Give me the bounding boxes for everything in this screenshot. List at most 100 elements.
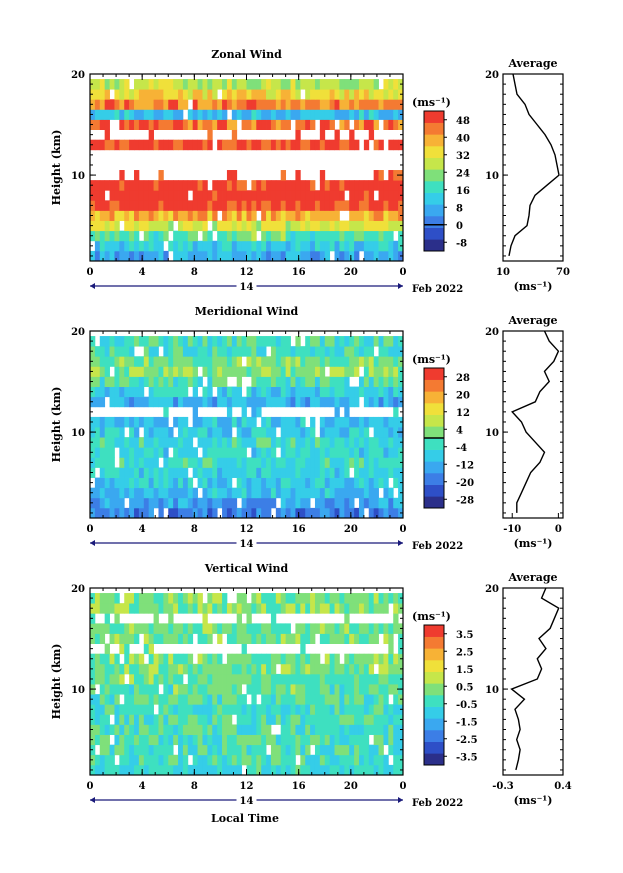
heatmap-cell (187, 477, 194, 489)
heatmap-cell (124, 89, 130, 100)
heatmap-cell (251, 180, 257, 191)
heatmap-cell (329, 603, 335, 614)
heatmap-cell (182, 487, 189, 499)
heatmap-cell (104, 704, 110, 715)
heatmap-cell (124, 704, 130, 715)
heatmap-cell (187, 653, 194, 665)
heatmap-cell (178, 139, 184, 151)
heatmap-cell (275, 487, 282, 499)
heatmap-cell (329, 190, 335, 201)
colorbar-swatch (424, 636, 444, 649)
heatmap-cell (143, 356, 150, 367)
heatmap-cell (212, 714, 218, 725)
heatmap-cell (197, 79, 203, 90)
heatmap-cell (192, 220, 198, 232)
heatmap-cell (373, 593, 379, 604)
heatmap-cell (143, 336, 150, 347)
heatmap-cell (114, 366, 120, 377)
heatmap-cell (104, 109, 110, 120)
heatmap-cell (373, 386, 379, 398)
heatmap-cell (290, 497, 296, 509)
heatmap-cell (310, 633, 316, 644)
heatmap-cell (241, 754, 247, 766)
heatmap-cell (349, 180, 355, 191)
heatmap-cell (300, 447, 306, 458)
heatmap-cell (153, 603, 159, 614)
heatmap-cell (124, 724, 130, 735)
heatmap-cell (363, 119, 370, 130)
heatmap-cell (134, 99, 140, 110)
heatmap-cell (300, 744, 306, 756)
heatmap-cell (329, 673, 335, 685)
heatmap-cell (182, 704, 189, 715)
heatmap-cell (349, 386, 355, 398)
heatmap-cell (148, 240, 154, 252)
heatmap-cell (285, 507, 291, 519)
colorbar-tick-label: -4 (456, 443, 467, 454)
heatmap-cell (197, 467, 203, 478)
heatmap-cell (378, 704, 384, 715)
heatmap-cell (202, 396, 208, 408)
heatmap-cell (236, 386, 243, 398)
heatmap-cell (158, 487, 164, 499)
heatmap-cell (266, 437, 272, 448)
heatmap-cell (134, 487, 140, 499)
heatmap-cell (270, 593, 277, 604)
heatmap-cell (231, 457, 238, 468)
heatmap-cell (178, 447, 184, 458)
heatmap-cell (187, 139, 194, 151)
heatmap-cell (168, 336, 174, 347)
heatmap-cell (173, 447, 179, 458)
heatmap-cell (378, 497, 384, 509)
heatmap-cell (226, 653, 233, 665)
heatmap-cell (305, 623, 311, 634)
heatmap-cell (124, 336, 130, 347)
heatmap-cell (212, 119, 218, 130)
heatmap-cell (305, 694, 311, 705)
heatmap-cell (182, 764, 189, 776)
heatmap-cell (280, 507, 287, 519)
heatmap-cell (329, 437, 335, 448)
heatmap-cell (114, 673, 120, 685)
heatmap-cell (182, 467, 189, 478)
heatmap-cell (319, 507, 326, 519)
heatmap-cell (339, 714, 345, 725)
heatmap-cell (310, 447, 316, 458)
heatmap-cell (124, 457, 130, 468)
heatmap-cell (300, 714, 306, 725)
heatmap-cell (202, 190, 208, 201)
heatmap-cell (212, 487, 218, 499)
heatmap-cell (363, 467, 370, 478)
heatmap-cell (109, 694, 115, 705)
heatmap-cell (358, 764, 365, 776)
heatmap-cell (280, 734, 287, 746)
heatmap-cell (134, 593, 140, 604)
heatmap-cell (383, 623, 389, 634)
heatmap-cell (168, 366, 174, 377)
heatmap-cell (134, 230, 140, 242)
heatmap-cell (187, 200, 194, 211)
heatmap-cell (378, 139, 384, 151)
heatmap-cell (324, 487, 331, 499)
heatmap-cell (182, 99, 189, 110)
heatmap-cell (197, 623, 203, 634)
heatmap-cell (378, 240, 384, 252)
heatmap-cell (280, 447, 287, 458)
heatmap-cell (99, 190, 106, 201)
heatmap-cell (173, 497, 179, 509)
heatmap-cell (383, 220, 389, 232)
heatmap-cell (212, 200, 218, 211)
heatmap-cell (217, 467, 223, 478)
heatmap-cell (270, 684, 277, 695)
heatmap-cell (388, 633, 394, 644)
heatmap-cell (383, 603, 389, 614)
heatmap-cell (153, 366, 159, 377)
heatmap-cell (202, 210, 208, 221)
heatmap-cell (168, 734, 174, 746)
heatmap-cell (231, 170, 238, 181)
heatmap-cell (349, 220, 355, 232)
heatmap-cell (143, 230, 150, 242)
heatmap-cell (168, 477, 174, 489)
heatmap-cell (134, 109, 140, 120)
heatmap-cell (217, 593, 223, 604)
